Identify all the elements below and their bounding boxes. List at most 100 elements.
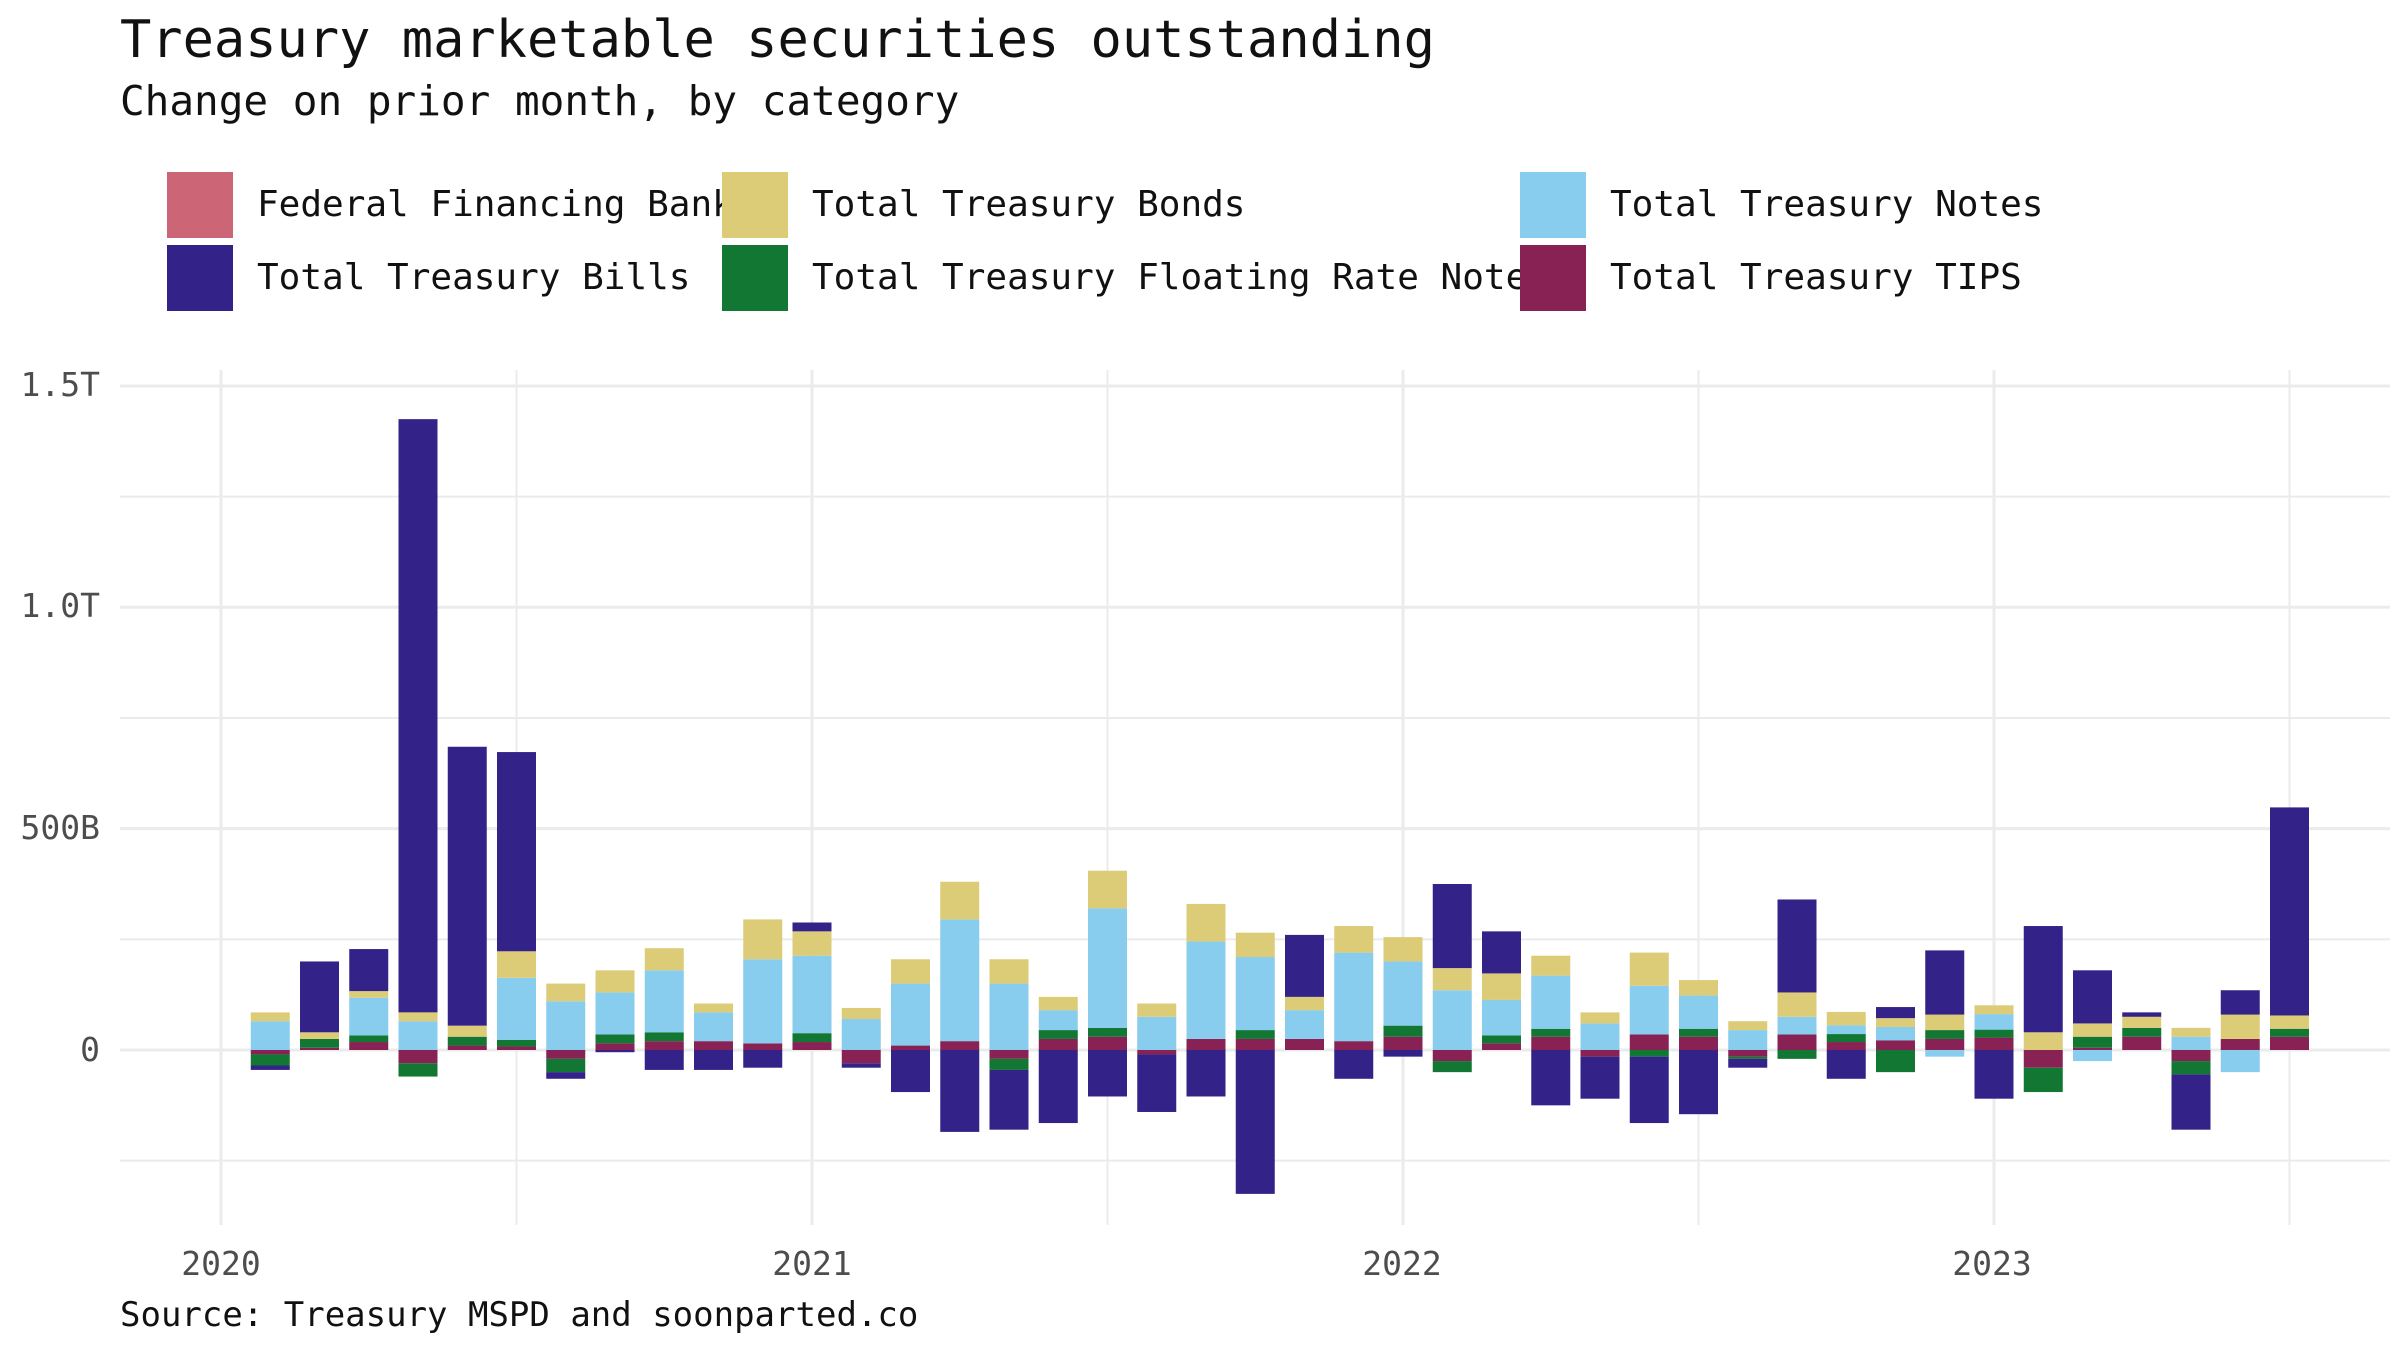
bar-segment bbox=[2023, 1067, 2063, 1093]
bar-segment bbox=[349, 1042, 389, 1050]
bar-segment bbox=[349, 991, 389, 998]
bar-segment bbox=[1137, 1054, 1177, 1112]
bar-segment bbox=[2270, 1015, 2309, 1029]
bar-segment bbox=[1679, 980, 1718, 996]
legend-swatch bbox=[167, 172, 233, 238]
x-axis: 2020 2021 2022 2023 bbox=[181, 1244, 2031, 1283]
legend-swatch bbox=[1520, 245, 1586, 311]
bar-segment bbox=[989, 1069, 1029, 1130]
bar-segment bbox=[1038, 1030, 1078, 1039]
bar-segment bbox=[497, 752, 536, 952]
bar-segment bbox=[2122, 1027, 2162, 1037]
bar-segment bbox=[2220, 1038, 2260, 1050]
legend-label: Total Treasury Floating Rate Notes bbox=[812, 257, 1549, 298]
bar-segment bbox=[940, 1041, 980, 1050]
bar-segment bbox=[1482, 973, 1521, 1000]
bar-segment bbox=[546, 1050, 586, 1059]
bar-segment bbox=[644, 948, 684, 971]
chart-subtitle: Change on prior month, by category bbox=[120, 77, 960, 125]
bar-segment bbox=[1482, 931, 1521, 974]
bar-segment bbox=[447, 1045, 487, 1050]
legend-label: Total Treasury Bonds bbox=[812, 184, 1246, 225]
legend-label: Total Treasury TIPS bbox=[1610, 257, 2022, 298]
x-tick-label: 2023 bbox=[1952, 1244, 2031, 1283]
bar-segment bbox=[2171, 1050, 2211, 1062]
bar-segment bbox=[694, 1012, 733, 1042]
source-note: Source: Treasury MSPD and soonparted.co bbox=[120, 1295, 919, 1335]
bar-segment bbox=[250, 1012, 290, 1022]
bar-segment bbox=[1186, 1038, 1226, 1050]
bar-segment bbox=[2220, 1014, 2260, 1039]
bar-segment bbox=[1925, 1038, 1965, 1050]
bar-segment bbox=[497, 1046, 536, 1050]
bar-segment bbox=[743, 1043, 783, 1050]
bar-segment bbox=[841, 1063, 881, 1068]
bar-segment bbox=[644, 970, 684, 1033]
bar-segment bbox=[1728, 1058, 1768, 1068]
bar-segment bbox=[792, 922, 832, 932]
bar-segment bbox=[1235, 1030, 1275, 1039]
bar-segment bbox=[1777, 899, 1817, 993]
bar-segment bbox=[2073, 1023, 2112, 1037]
bar-segment bbox=[1974, 1037, 2014, 1050]
bar-segment bbox=[1876, 1007, 1915, 1019]
bar-segment bbox=[1777, 1050, 1817, 1059]
bar-segment bbox=[841, 1007, 881, 1020]
bar-segment bbox=[398, 1063, 438, 1077]
bar-segment bbox=[644, 1041, 684, 1050]
bar-segment bbox=[1925, 1050, 1965, 1057]
bar-segment bbox=[1629, 985, 1669, 1035]
bar-segment bbox=[1925, 1030, 1965, 1039]
bar-segment bbox=[1482, 1035, 1521, 1044]
legend: Federal Financing Bank Total Treasury Bo… bbox=[0, 0, 2400, 320]
bar-segment bbox=[300, 1038, 339, 1048]
bar-segment bbox=[1334, 952, 1374, 1042]
bar-segment bbox=[1974, 1005, 2014, 1015]
legend-label: Federal Financing Bank bbox=[257, 184, 734, 225]
bar-segment bbox=[1038, 1010, 1078, 1031]
chart-title: Treasury marketable securities outstandi… bbox=[120, 10, 1435, 70]
bar-segment bbox=[891, 1045, 930, 1050]
bar-segment bbox=[1728, 1056, 1768, 1059]
bar-segment bbox=[447, 746, 487, 1026]
bar-segment bbox=[792, 931, 832, 956]
bar-segment bbox=[2073, 1047, 2112, 1050]
bar-segment bbox=[300, 1047, 339, 1050]
legend-label: Total Treasury Bills bbox=[257, 257, 691, 298]
bar-segment bbox=[1432, 990, 1472, 1050]
bar-segment bbox=[595, 970, 635, 993]
bar-segment bbox=[989, 1058, 1029, 1070]
legend-swatch bbox=[167, 245, 233, 311]
bar-segment bbox=[546, 983, 586, 1002]
bar-segment bbox=[1432, 1061, 1472, 1073]
bar-segment bbox=[694, 1050, 733, 1070]
bar-segment bbox=[1531, 1036, 1571, 1050]
legend-swatch bbox=[722, 245, 788, 311]
bar-segment bbox=[1088, 908, 1127, 1028]
bar-segment bbox=[743, 1050, 783, 1068]
bar-segment bbox=[1383, 1050, 1423, 1057]
bar-segment bbox=[349, 1035, 389, 1043]
bar-segment bbox=[1088, 1036, 1127, 1050]
bar-segment bbox=[1334, 926, 1374, 953]
bar-segment bbox=[841, 1050, 881, 1064]
bar-segment bbox=[1679, 1028, 1718, 1037]
bar-segment bbox=[546, 1072, 586, 1079]
bar-segment bbox=[989, 959, 1029, 984]
bar-segment bbox=[1728, 1050, 1768, 1057]
bar-segment bbox=[1679, 995, 1718, 1029]
x-tick-label: 2020 bbox=[181, 1244, 260, 1283]
bar-segment bbox=[1383, 961, 1423, 1026]
bar-segment bbox=[349, 949, 389, 992]
bar-segment bbox=[891, 983, 930, 1046]
bar-segment bbox=[1777, 1034, 1817, 1050]
bar-segment bbox=[595, 1050, 635, 1053]
bar-segment bbox=[1285, 996, 1324, 1011]
bar-segment bbox=[1728, 1021, 1768, 1031]
bar-segment bbox=[2171, 1027, 2211, 1037]
bar-segment bbox=[1186, 1050, 1226, 1097]
bar-segment bbox=[398, 419, 438, 1013]
bar-segment bbox=[1334, 1041, 1374, 1050]
legend-swatch bbox=[1520, 172, 1586, 238]
bar-segment bbox=[1038, 1038, 1078, 1050]
